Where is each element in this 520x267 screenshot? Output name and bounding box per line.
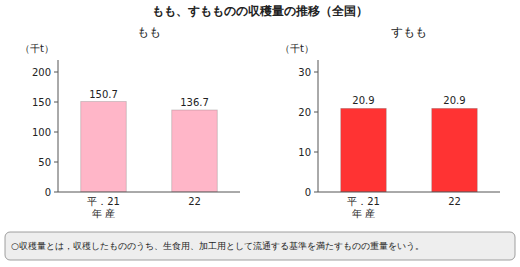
bar [81, 102, 127, 192]
y-axis-label: （千t） [280, 43, 314, 54]
y-tick [314, 72, 318, 73]
panel: すもも （千t） 0 10 20 30 20.9 20.9 平．21年 産 22 [280, 25, 500, 219]
y-tick [54, 72, 58, 73]
y-tick-label: 0 [45, 187, 51, 198]
x-tick-label-line: 平．21 [347, 196, 380, 207]
y-tick [314, 112, 318, 113]
y-tick [54, 132, 58, 133]
x-tick-label: 平．21年 産 [87, 196, 120, 219]
data-label: 20.9 [352, 95, 374, 106]
y-tick [314, 192, 318, 193]
x-tick-label: 22 [448, 196, 461, 207]
bars [341, 108, 478, 192]
y-tick-label: 150 [32, 97, 51, 108]
x-tick-label: 平．21年 産 [347, 196, 380, 219]
y-tick-label: 30 [298, 67, 311, 78]
bar [432, 108, 478, 192]
x-tick-label-line: 年 産 [92, 208, 115, 219]
y-tick-label: 20 [298, 107, 311, 118]
x-tick-label-line: 平．21 [87, 196, 120, 207]
y-axis-label: （千t） [20, 43, 54, 54]
y-tick-label: 10 [298, 147, 311, 158]
y-axis-line [318, 60, 319, 192]
y-tick-label: 0 [305, 187, 311, 198]
bar [172, 110, 218, 192]
footnote: ○収穫量とは，収穫したもののうち、生食用、加工用として流通する基準を満たすものの… [11, 241, 424, 251]
x-axis-line [58, 192, 240, 193]
data-label: 136.7 [180, 97, 209, 108]
footnote-box [5, 232, 515, 260]
data-label: 20.9 [443, 95, 465, 106]
data-label: 150.7 [89, 89, 118, 100]
panel: もも （千t） 0 50 100 150 200 150.7 136.7 平．21年 産 22 [20, 25, 240, 219]
chart-svg: もも、すもものの収穫量の推移（全国） ○収穫量とは，収穫したもののうち、生食用、加… [0, 0, 520, 267]
chart-title: すもも [391, 25, 427, 39]
y-tick-label: 100 [32, 127, 51, 138]
bars [81, 102, 218, 192]
y-tick [54, 192, 58, 193]
chart-title: もも [137, 25, 161, 39]
chart-root: もも、すもものの収穫量の推移（全国） ○収穫量とは，収穫したもののうち、生食用、加… [0, 0, 520, 267]
y-axis-line [58, 60, 59, 192]
y-tick [54, 102, 58, 103]
x-tick-label-line: 22 [448, 196, 461, 207]
y-tick [54, 162, 58, 163]
bar [341, 108, 387, 192]
x-tick-label-line: 22 [188, 196, 201, 207]
y-tick-label: 200 [32, 67, 51, 78]
y-tick-label: 50 [38, 157, 51, 168]
main-title: もも、すもものの収穫量の推移（全国） [152, 4, 368, 18]
y-tick [314, 152, 318, 153]
x-tick-label-line: 年 産 [352, 208, 375, 219]
x-axis-line [318, 192, 500, 193]
x-tick-label: 22 [188, 196, 201, 207]
